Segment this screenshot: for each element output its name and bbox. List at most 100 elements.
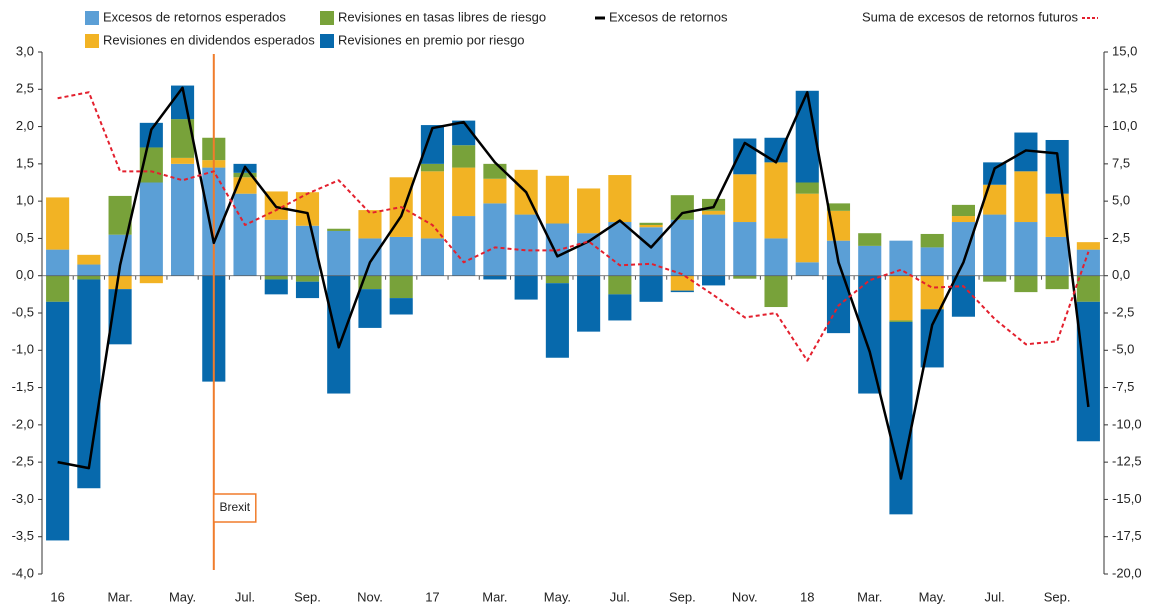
bar xyxy=(920,233,944,248)
bar xyxy=(1014,171,1038,223)
bar xyxy=(171,157,195,164)
bar xyxy=(951,222,975,276)
legend-swatch xyxy=(85,11,99,25)
y2-tick-label: 15,0 xyxy=(1112,43,1137,58)
bar xyxy=(983,184,1007,215)
bar xyxy=(1045,139,1069,194)
bar xyxy=(670,275,694,291)
bar xyxy=(139,275,163,284)
bar xyxy=(358,238,382,276)
bar xyxy=(733,222,757,276)
y2-tick-label: -10,0 xyxy=(1112,416,1142,431)
bar xyxy=(483,178,507,204)
bar xyxy=(983,275,1007,282)
bar xyxy=(577,188,601,234)
bar xyxy=(639,227,663,276)
bar xyxy=(295,281,320,299)
legend-label: Suma de excesos de retornos futuros xyxy=(862,9,1079,24)
y2-tick-label: 0,0 xyxy=(1112,267,1130,282)
bar xyxy=(139,122,163,148)
y-tick-label: 1,0 xyxy=(16,193,34,208)
bar xyxy=(608,175,632,223)
bar xyxy=(452,120,476,146)
y2-tick-label: -7,5 xyxy=(1112,379,1134,394)
y2-tick-label: 2,5 xyxy=(1112,230,1130,245)
bar xyxy=(233,172,257,178)
x-tick-label: Jul. xyxy=(610,589,630,604)
x-tick-label: Mar. xyxy=(482,589,507,604)
bar xyxy=(795,262,819,276)
bar xyxy=(1076,275,1100,302)
bar xyxy=(483,203,507,276)
bar xyxy=(702,210,726,215)
bar xyxy=(1045,236,1069,276)
bar xyxy=(889,320,913,322)
y-tick-label: -3,5 xyxy=(12,528,34,543)
bar xyxy=(420,163,444,172)
legend-swatch xyxy=(320,34,334,48)
bar xyxy=(452,216,476,276)
y2-tick-label: -5,0 xyxy=(1112,342,1134,357)
bar xyxy=(826,203,851,211)
bar xyxy=(951,216,975,223)
bar xyxy=(577,275,601,332)
bar xyxy=(702,214,726,276)
bar xyxy=(264,219,288,276)
bar xyxy=(420,125,444,164)
y-tick-label: 1,5 xyxy=(16,155,34,170)
bar xyxy=(46,275,70,302)
y-tick-label: -0,5 xyxy=(12,304,34,319)
x-tick-label: Nov. xyxy=(732,589,758,604)
bar xyxy=(514,214,538,276)
x-tick-label: 17 xyxy=(425,589,439,604)
bar xyxy=(545,283,569,358)
bar xyxy=(420,171,444,239)
legend-label: Revisiones en tasas libres de riesgo xyxy=(338,9,546,24)
bar xyxy=(171,119,195,158)
bar xyxy=(295,275,320,282)
bar xyxy=(951,275,975,317)
x-tick-label: 16 xyxy=(50,589,64,604)
bar xyxy=(858,233,882,246)
bar xyxy=(1014,132,1038,172)
y2-tick-label: -2,5 xyxy=(1112,304,1134,319)
bar xyxy=(733,275,757,279)
y-tick-label: -4,0 xyxy=(12,565,34,580)
y2-tick-label: 12,5 xyxy=(1112,81,1137,96)
y2-tick-label: -12,5 xyxy=(1112,454,1142,469)
y2-tick-label: -17,5 xyxy=(1112,528,1142,543)
y2-tick-label: 10,0 xyxy=(1112,118,1137,133)
legend-swatch xyxy=(320,11,334,25)
x-tick-label: May. xyxy=(544,589,571,604)
bar xyxy=(327,230,351,276)
bar xyxy=(77,264,101,276)
x-tick-label: Jul. xyxy=(235,589,255,604)
bar xyxy=(889,240,913,276)
bar xyxy=(77,254,101,265)
bar xyxy=(983,214,1007,276)
y2-tick-label: -20,0 xyxy=(1112,565,1142,580)
annotation-box xyxy=(213,493,257,523)
x-tick-label: Sep. xyxy=(669,589,696,604)
bar xyxy=(670,195,694,220)
bar xyxy=(108,195,132,235)
bar xyxy=(233,193,257,276)
y-tick-label: -3,0 xyxy=(12,491,34,506)
bar xyxy=(1076,249,1100,276)
bar xyxy=(764,238,788,276)
bar xyxy=(389,236,413,276)
bar xyxy=(139,182,163,276)
y-tick-label: -2,5 xyxy=(12,454,34,469)
y2-tick-label: 7,5 xyxy=(1112,155,1130,170)
bar xyxy=(733,174,757,223)
bar xyxy=(171,163,195,276)
bar xyxy=(77,275,101,280)
bar xyxy=(77,279,101,489)
line xyxy=(57,86,1090,480)
y-tick-label: -1,0 xyxy=(12,342,34,357)
bar xyxy=(108,275,132,290)
y-tick-label: 2,5 xyxy=(16,81,34,96)
x-tick-label: 18 xyxy=(800,589,814,604)
y2-tick-label: -15,0 xyxy=(1112,491,1142,506)
